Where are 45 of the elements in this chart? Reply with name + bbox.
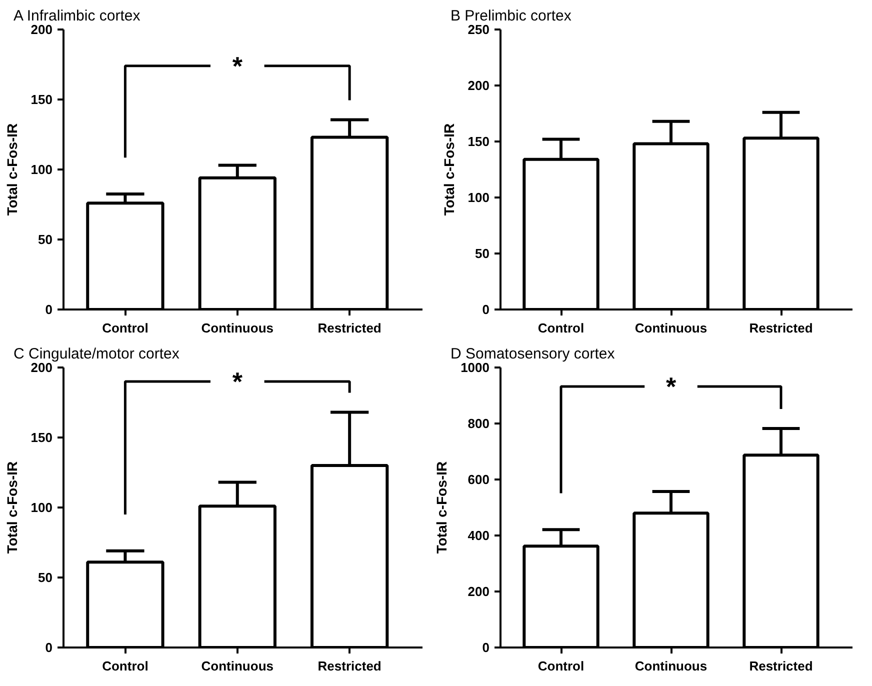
- annotation: *: [232, 50, 244, 81]
- y-tick-label: 250: [468, 22, 490, 37]
- y-tick-label: 200: [468, 78, 490, 93]
- chart-title: A Infralimbic cortex: [14, 8, 141, 24]
- x-tick-label: Control: [102, 320, 148, 336]
- x-tick-label: Continuous: [201, 658, 274, 674]
- chart-title: C Cingulate/motor cortex: [14, 346, 180, 362]
- x-tick-label: Continuous: [634, 320, 708, 336]
- y-tick-label: 100: [30, 500, 53, 515]
- y-tick-label: 0: [45, 302, 53, 317]
- y-tick-label: 50: [475, 246, 490, 261]
- y-tick-label: 150: [30, 430, 53, 445]
- y-tick-label: 800: [468, 416, 490, 431]
- x-tick-label: Restricted: [749, 320, 813, 336]
- y-axis-title: Total c-Fos-IR: [4, 123, 20, 216]
- x-tick-label: Control: [538, 320, 584, 336]
- x-tick-label: Continuous: [201, 320, 274, 336]
- chart-title: D Somatosensory cortex: [450, 346, 616, 362]
- y-axis-title: Total c-Fos-IR: [4, 461, 20, 554]
- y-axis-title: Total c-Fos-IR: [440, 123, 457, 216]
- x-tick-label: Control: [538, 658, 584, 674]
- x-tick-label: Restricted: [318, 320, 382, 336]
- y-tick-label: 0: [482, 640, 490, 655]
- x-tick-label: Restricted: [318, 658, 382, 674]
- annotation: *: [232, 366, 244, 396]
- y-tick-label: 600: [468, 472, 490, 487]
- y-axis-title: Total c-Fos-IR: [434, 461, 450, 554]
- x-tick-label: Control: [102, 658, 148, 674]
- y-tick-label: 0: [45, 640, 53, 655]
- y-tick-label: 100: [468, 190, 490, 205]
- y-tick-label: 0: [482, 302, 490, 317]
- y-tick-label: 200: [30, 360, 53, 375]
- y-tick-label: 200: [30, 22, 53, 37]
- y-tick-label: 150: [30, 92, 53, 107]
- y-tick-label: 100: [30, 162, 53, 177]
- annotation: *: [666, 372, 677, 402]
- y-tick-label: 400: [468, 528, 490, 543]
- x-tick-label: Restricted: [749, 658, 813, 674]
- chart-title: B Prelimbic cortex: [450, 8, 572, 24]
- y-tick-label: 50: [38, 232, 53, 247]
- y-tick-label: 200: [468, 584, 490, 599]
- y-tick-label: 150: [468, 134, 490, 149]
- y-tick-label: 1000: [460, 360, 490, 375]
- y-tick-label: 50: [38, 570, 53, 585]
- x-tick-label: Continuous: [634, 658, 708, 674]
